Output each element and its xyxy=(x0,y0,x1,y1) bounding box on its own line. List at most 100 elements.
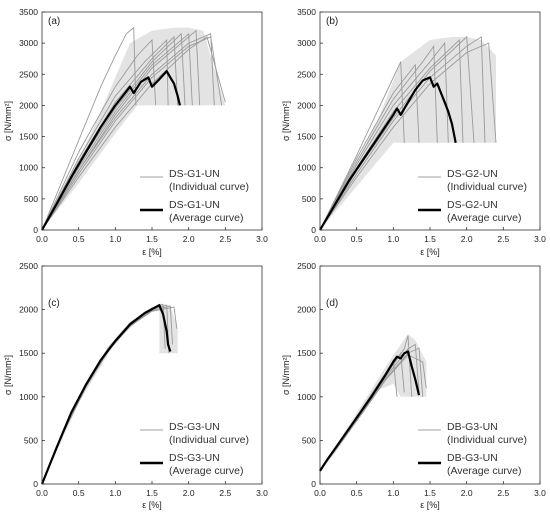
legend-individual-desc: (Individual curve) xyxy=(169,434,249,446)
individual-curve-2 xyxy=(41,38,157,231)
x-tick-label: 1.5 xyxy=(146,488,158,498)
individual-curve-4 xyxy=(319,41,449,231)
individual-curve-8 xyxy=(41,33,215,231)
y-tick-label: 1000 xyxy=(297,163,316,173)
average-curve xyxy=(40,304,172,485)
y-tick-label: 1500 xyxy=(297,348,316,358)
y-tick-label: 2500 xyxy=(297,261,316,271)
individual-curve-10 xyxy=(41,36,226,231)
legend-average-desc: (Average curve) xyxy=(169,212,244,224)
y-axis-label: σ [N/mm²] xyxy=(3,101,13,141)
y-tick-label: 0 xyxy=(33,225,38,235)
x-tick-label: 2.5 xyxy=(219,234,231,244)
x-tick-label: 0.0 xyxy=(314,488,326,498)
band-layer xyxy=(320,334,427,471)
band-layer xyxy=(320,36,496,231)
y-tick-label: 0 xyxy=(311,479,316,489)
x-tick-label: 1.0 xyxy=(109,488,121,498)
y-axis-label: σ [N/mm²] xyxy=(281,355,291,395)
x-tick-label: 0.5 xyxy=(73,234,85,244)
x-ticks: 0.0 0.5 1.0 1.5 2.0 2.5 3.0 xyxy=(36,227,268,244)
legend: DB-G3-UN (Individual curve) DB-G3-UN (Av… xyxy=(418,421,527,477)
y-tick-label: 2500 xyxy=(19,69,38,79)
y-tick-label: 1000 xyxy=(19,392,38,402)
legend-average-desc: (Average curve) xyxy=(447,212,522,224)
legend-average-desc: (Average curve) xyxy=(447,465,522,477)
average-curve xyxy=(319,76,457,231)
x-tick-label: 2.0 xyxy=(183,488,195,498)
y-tick-label: 2000 xyxy=(19,305,38,315)
plot-area xyxy=(319,265,541,485)
legend-average-name: DB-G3-UN xyxy=(447,452,498,464)
legend-individual-name: DS-G1-UN xyxy=(169,168,220,180)
x-tick-label: 2.0 xyxy=(461,488,473,498)
x-tick-label: 0.0 xyxy=(36,234,48,244)
average-curve xyxy=(319,350,421,472)
spread-band xyxy=(320,334,427,471)
x-tick-label: 3.0 xyxy=(534,488,546,498)
panel-c: 0.0 0.5 1.0 1.5 2.0 2.5 3.0 0 500 1000 1500 2000 25… xyxy=(3,261,268,510)
average-curve-layer xyxy=(41,70,181,231)
x-tick-label: 0.0 xyxy=(314,234,326,244)
x-tick-label: 0.5 xyxy=(73,488,85,498)
x-ticks: 0.0 0.5 1.0 1.5 2.0 2.5 3.0 xyxy=(314,481,546,498)
x-ticks: 0.0 0.5 1.0 1.5 2.0 2.5 3.0 xyxy=(314,227,546,244)
x-tick-label: 2.0 xyxy=(461,234,473,244)
x-tick-label: 2.5 xyxy=(497,488,509,498)
y-tick-label: 0 xyxy=(311,225,316,235)
y-tick-label: 1000 xyxy=(297,392,316,402)
y-ticks: 0 500 1000 1500 2000 2500 xyxy=(297,261,323,489)
individual-curve-3 xyxy=(319,44,438,231)
x-tick-label: 2.5 xyxy=(219,488,231,498)
y-tick-label: 500 xyxy=(24,435,38,445)
plot-area xyxy=(41,265,263,485)
y-tick-label: 2500 xyxy=(297,69,316,79)
y-tick-label: 2500 xyxy=(19,261,38,271)
y-tick-label: 1500 xyxy=(297,132,316,142)
y-tick-label: 500 xyxy=(302,194,316,204)
x-tick-label: 2.5 xyxy=(497,234,509,244)
y-tick-label: 2000 xyxy=(297,100,316,110)
legend-individual-name: DB-G3-UN xyxy=(447,421,498,433)
x-tick-label: 1.5 xyxy=(146,234,158,244)
average-curve-layer xyxy=(319,76,457,231)
y-tick-label: 2000 xyxy=(297,305,316,315)
spread-band xyxy=(42,27,226,230)
individual-curve-4 xyxy=(41,306,178,485)
y-tick-label: 3000 xyxy=(19,38,38,48)
y-tick-label: 3000 xyxy=(297,38,316,48)
x-tick-label: 2.0 xyxy=(183,234,195,244)
panel-label: (c) xyxy=(48,298,60,309)
y-ticks: 0 500 1000 1500 2000 2500 xyxy=(19,261,45,489)
y-tick-label: 3500 xyxy=(297,7,316,17)
average-curve xyxy=(41,70,181,231)
x-tick-label: 1.0 xyxy=(109,234,121,244)
legend-individual-desc: (Individual curve) xyxy=(169,181,249,193)
x-tick-label: 0.5 xyxy=(351,234,363,244)
x-axis-label: ε [%] xyxy=(420,500,440,510)
average-curve-layer xyxy=(40,304,172,485)
x-tick-label: 0.0 xyxy=(36,488,48,498)
y-ticks: 0 500 1000 1500 2000 2500 3000 3500 xyxy=(297,7,323,235)
legend-individual-desc: (Individual curve) xyxy=(447,434,527,446)
legend: DS-G1-UN (Individual curve) DS-G1-UN (Av… xyxy=(140,168,249,224)
y-axis-label: σ [N/mm²] xyxy=(281,101,291,141)
y-tick-label: 0 xyxy=(33,479,38,489)
legend-average-name: DS-G3-UN xyxy=(169,452,220,464)
x-axis-label: ε [%] xyxy=(142,247,162,257)
y-tick-label: 3500 xyxy=(19,7,38,17)
x-tick-label: 3.0 xyxy=(256,234,268,244)
legend-average-desc: (Average curve) xyxy=(169,465,244,477)
individual-curve-3 xyxy=(41,38,169,231)
x-tick-label: 0.5 xyxy=(351,488,363,498)
individual-curve-6 xyxy=(319,354,427,472)
individual-curve-1 xyxy=(41,26,137,231)
legend: DS-G3-UN (Individual curve) DS-G3-UN (Av… xyxy=(140,421,249,477)
legend: DS-G2-UN (Individual curve) DS-G2-UN (Av… xyxy=(418,168,527,224)
individual-curve-9 xyxy=(41,36,223,231)
individual-curve-8 xyxy=(319,42,497,231)
band-layer xyxy=(42,27,226,230)
legend-average-name: DS-G2-UN xyxy=(447,199,498,211)
y-tick-label: 2000 xyxy=(19,100,38,110)
